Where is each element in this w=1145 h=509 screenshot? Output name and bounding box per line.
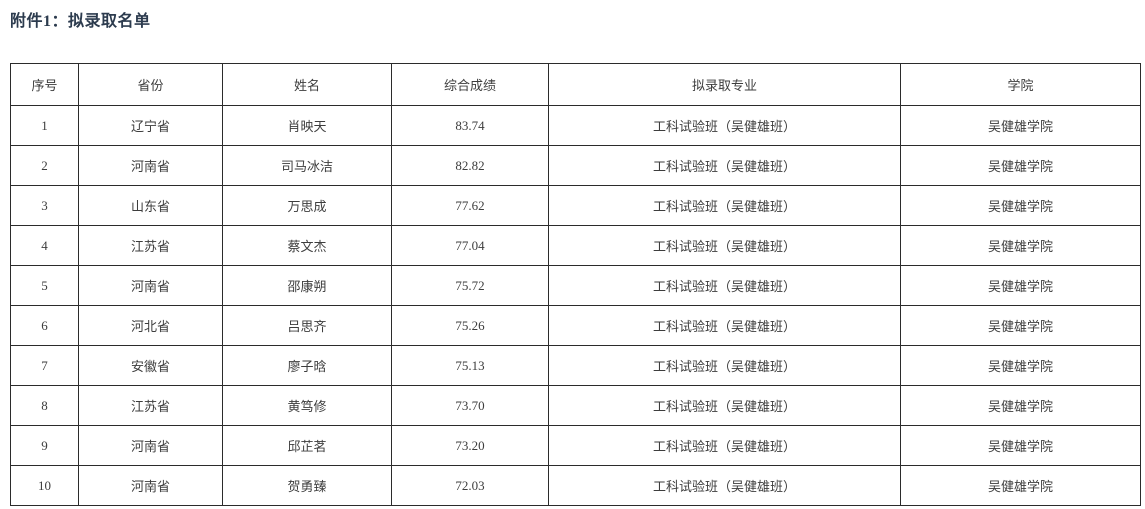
cell-major: 工科试验班（吴健雄班） [548, 225, 901, 266]
cell-score: 77.62 [391, 185, 549, 226]
cell-score: 82.82 [391, 145, 549, 186]
cell-province: 安徽省 [78, 345, 223, 386]
cell-score: 75.72 [391, 265, 549, 306]
cell-major: 工科试验班（吴健雄班） [548, 265, 901, 306]
cell-name: 廖子晗 [222, 345, 392, 386]
cell-major: 工科试验班（吴健雄班） [548, 465, 901, 506]
table-row: 9 河南省 邱芷茗 73.20 工科试验班（吴健雄班） 吴健雄学院 [10, 425, 1141, 466]
cell-major: 工科试验班（吴健雄班） [548, 345, 901, 386]
cell-score: 77.04 [391, 225, 549, 266]
cell-province: 山东省 [78, 185, 223, 226]
cell-score: 72.03 [391, 465, 549, 506]
header-row: 序号 省份 姓名 综合成绩 拟录取专业 学院 [10, 63, 1141, 106]
column-header-index: 序号 [10, 63, 79, 106]
cell-score: 73.70 [391, 385, 549, 426]
table-row: 8 江苏省 黄笃修 73.70 工科试验班（吴健雄班） 吴健雄学院 [10, 385, 1141, 426]
cell-college: 吴健雄学院 [900, 305, 1141, 346]
page-title: 附件1：拟录取名单 [10, 13, 151, 30]
table-head: 序号 省份 姓名 综合成绩 拟录取专业 学院 [10, 63, 1141, 106]
cell-college: 吴健雄学院 [900, 385, 1141, 426]
cell-index: 6 [10, 305, 79, 346]
cell-major: 工科试验班（吴健雄班） [548, 425, 901, 466]
cell-province: 江苏省 [78, 385, 223, 426]
cell-major: 工科试验班（吴健雄班） [548, 105, 901, 146]
cell-score: 75.26 [391, 305, 549, 346]
table-row: 7 安徽省 廖子晗 75.13 工科试验班（吴健雄班） 吴健雄学院 [10, 345, 1141, 386]
table-body: 1 辽宁省 肖映天 83.74 工科试验班（吴健雄班） 吴健雄学院 2 河南省 司马冰洁 82.8… [10, 105, 1141, 506]
cell-college: 吴健雄学院 [900, 185, 1141, 226]
cell-name: 黄笃修 [222, 385, 392, 426]
cell-name: 司马冰洁 [222, 145, 392, 186]
cell-name: 蔡文杰 [222, 225, 392, 266]
column-header-score: 综合成绩 [391, 63, 549, 106]
admission-table: 序号 省份 姓名 综合成绩 拟录取专业 学院 1 辽宁省 肖映天 83.74 工科试验班（吴健雄班… [10, 63, 1141, 506]
cell-province: 河南省 [78, 425, 223, 466]
table-row: 3 山东省 万思成 77.62 工科试验班（吴健雄班） 吴健雄学院 [10, 185, 1141, 226]
cell-college: 吴健雄学院 [900, 465, 1141, 506]
cell-index: 7 [10, 345, 79, 386]
cell-index: 10 [10, 465, 79, 506]
cell-major: 工科试验班（吴健雄班） [548, 145, 901, 186]
column-header-major: 拟录取专业 [548, 63, 901, 106]
cell-name: 贺勇臻 [222, 465, 392, 506]
cell-college: 吴健雄学院 [900, 265, 1141, 306]
cell-college: 吴健雄学院 [900, 425, 1141, 466]
cell-index: 8 [10, 385, 79, 426]
cell-index: 3 [10, 185, 79, 226]
cell-major: 工科试验班（吴健雄班） [548, 385, 901, 426]
cell-province: 河南省 [78, 265, 223, 306]
cell-score: 75.13 [391, 345, 549, 386]
cell-major: 工科试验班（吴健雄班） [548, 185, 901, 226]
cell-college: 吴健雄学院 [900, 145, 1141, 186]
cell-name: 吕思齐 [222, 305, 392, 346]
column-header-name: 姓名 [222, 63, 392, 106]
column-header-college: 学院 [900, 63, 1141, 106]
cell-college: 吴健雄学院 [900, 105, 1141, 146]
table-row: 2 河南省 司马冰洁 82.82 工科试验班（吴健雄班） 吴健雄学院 [10, 145, 1141, 186]
cell-score: 83.74 [391, 105, 549, 146]
cell-province: 江苏省 [78, 225, 223, 266]
table-row: 1 辽宁省 肖映天 83.74 工科试验班（吴健雄班） 吴健雄学院 [10, 105, 1141, 146]
cell-index: 1 [10, 105, 79, 146]
cell-college: 吴健雄学院 [900, 225, 1141, 266]
cell-province: 河北省 [78, 305, 223, 346]
cell-index: 9 [10, 425, 79, 466]
cell-name: 万思成 [222, 185, 392, 226]
cell-province: 河南省 [78, 465, 223, 506]
cell-province: 辽宁省 [78, 105, 223, 146]
cell-college: 吴健雄学院 [900, 345, 1141, 386]
table-row: 5 河南省 邵康朔 75.72 工科试验班（吴健雄班） 吴健雄学院 [10, 265, 1141, 306]
cell-province: 河南省 [78, 145, 223, 186]
table-row: 4 江苏省 蔡文杰 77.04 工科试验班（吴健雄班） 吴健雄学院 [10, 225, 1141, 266]
column-header-province: 省份 [78, 63, 223, 106]
cell-name: 肖映天 [222, 105, 392, 146]
cell-name: 邱芷茗 [222, 425, 392, 466]
table-row: 6 河北省 吕思齐 75.26 工科试验班（吴健雄班） 吴健雄学院 [10, 305, 1141, 346]
cell-name: 邵康朔 [222, 265, 392, 306]
cell-index: 2 [10, 145, 79, 186]
cell-index: 4 [10, 225, 79, 266]
cell-major: 工科试验班（吴健雄班） [548, 305, 901, 346]
cell-index: 5 [10, 265, 79, 306]
cell-score: 73.20 [391, 425, 549, 466]
table-row: 10 河南省 贺勇臻 72.03 工科试验班（吴健雄班） 吴健雄学院 [10, 465, 1141, 506]
